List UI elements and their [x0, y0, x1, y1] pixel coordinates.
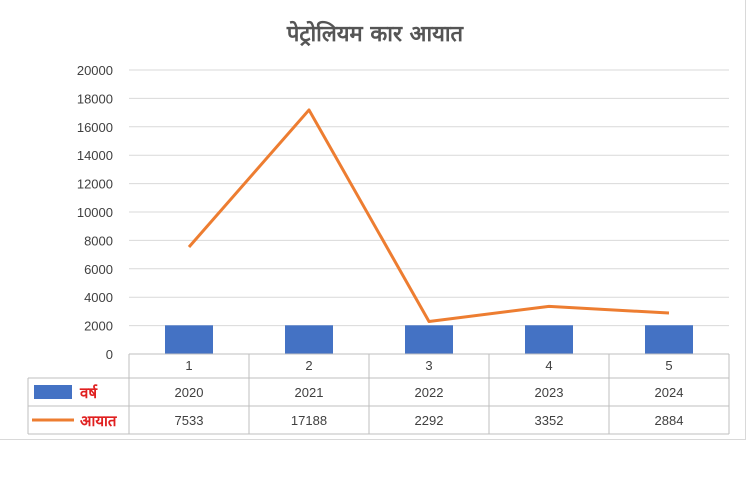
bar	[165, 325, 213, 354]
table-cell: 2020	[175, 385, 204, 400]
data-table: वर्ष 2020 2021 2022 2023 2024 आयात 7533 17188 229…	[27, 354, 730, 435]
y-tick-label: 8000	[84, 233, 113, 248]
table-cell: 7533	[175, 413, 204, 428]
bar	[645, 325, 693, 354]
bar	[285, 325, 333, 354]
legend-label: आयात	[80, 412, 118, 430]
x-tick-label: 4	[545, 358, 552, 373]
x-tick-label: 1	[185, 358, 192, 373]
table-cell: 2022	[415, 385, 444, 400]
table-cell: 2021	[295, 385, 324, 400]
y-tick-label: 4000	[84, 290, 113, 305]
y-tick-label: 14000	[77, 148, 113, 163]
chart-title: पेट्रोलियम कार आयात	[286, 22, 464, 47]
y-tick-label: 12000	[77, 177, 113, 192]
bar	[525, 325, 573, 354]
line-series-path	[187, 108, 670, 323]
line-series	[187, 108, 670, 323]
table-cell: 2023	[535, 385, 564, 400]
x-tick-label: 2	[305, 358, 312, 373]
y-axis: 0 2000 4000 6000 8000 10000 12000 14000 16000 180…	[77, 63, 113, 362]
table-cell: 3352	[535, 413, 564, 428]
x-tick-label: 3	[425, 358, 432, 373]
y-tick-label: 2000	[84, 319, 113, 334]
y-tick-label: 10000	[77, 205, 113, 220]
y-tick-label: 20000	[77, 63, 113, 78]
x-tick-label: 5	[665, 358, 672, 373]
x-axis: 1 2 3 4 5	[129, 353, 729, 373]
table-cell: 2292	[415, 413, 444, 428]
legend-key-bar	[34, 385, 72, 399]
table-cell: 2884	[655, 413, 684, 428]
chart-frame	[0, 0, 746, 440]
table-cell: 2024	[655, 385, 684, 400]
y-tick-label: 18000	[77, 91, 113, 106]
bar	[405, 325, 453, 354]
bar-series	[165, 325, 693, 354]
chart-area: 0 2000 4000 6000 8000 10000 12000 14000 16000 180…	[27, 63, 730, 435]
y-tick-label: 6000	[84, 262, 113, 277]
table-cell: 17188	[291, 413, 327, 428]
legend-label: वर्ष	[79, 384, 98, 402]
y-tick-label: 16000	[77, 120, 113, 135]
y-tick-label: 0	[106, 347, 113, 362]
